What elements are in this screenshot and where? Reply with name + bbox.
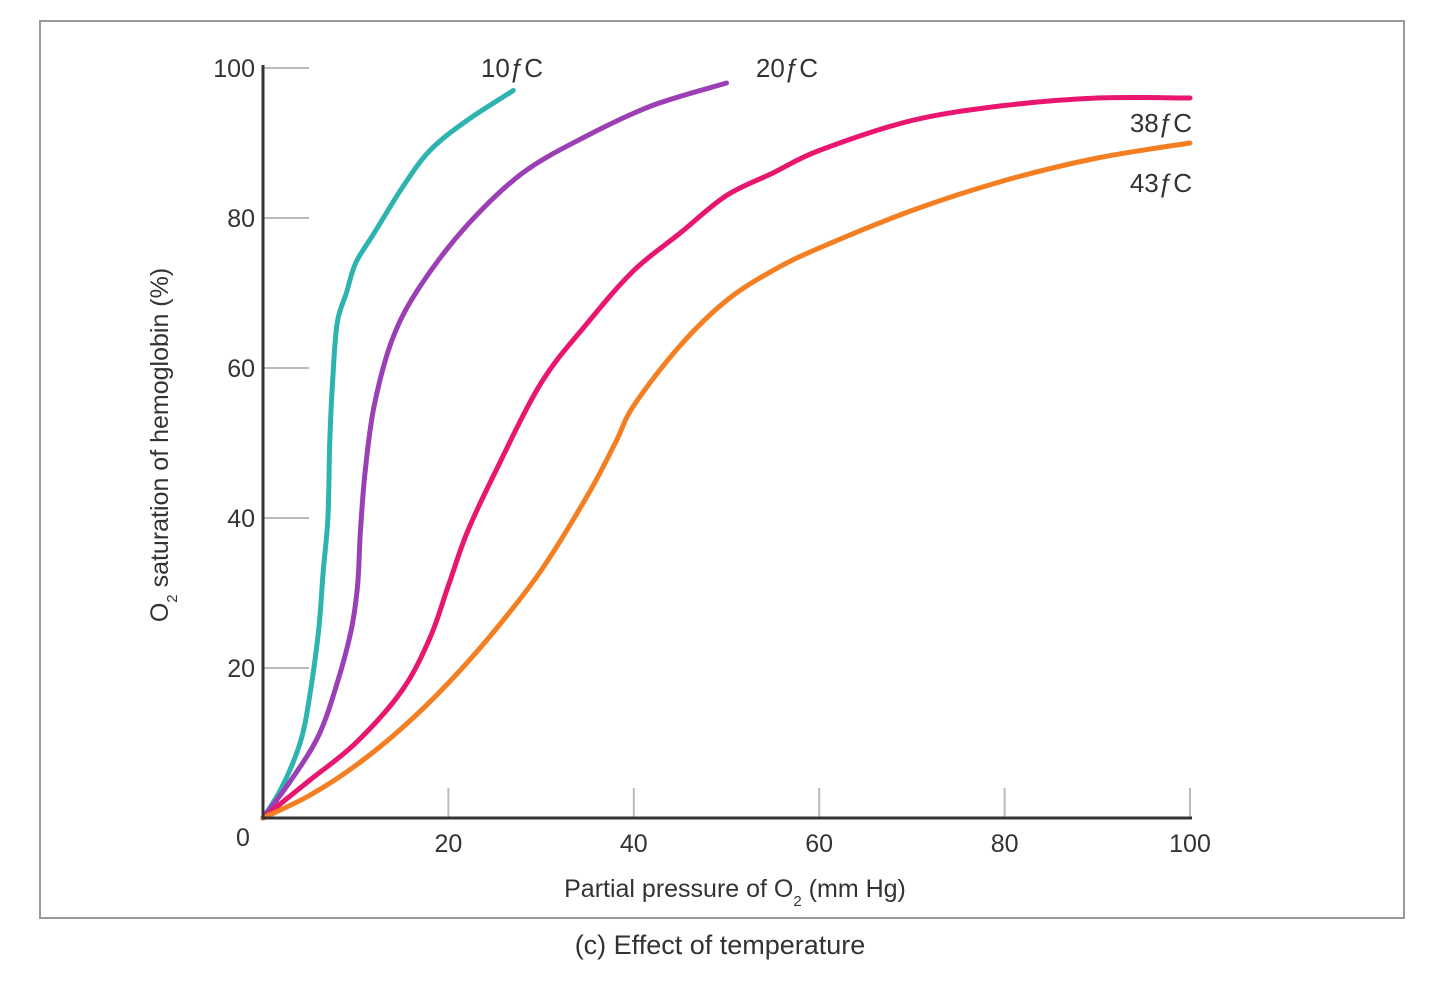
figure-caption: (c) Effect of temperature <box>574 930 866 960</box>
y-axis-title: O2 saturation of hemoglobin (%) <box>146 268 181 622</box>
origin-label: 0 <box>236 824 250 852</box>
chart-frame <box>39 20 1405 919</box>
tick-marks <box>263 67 1191 818</box>
y-tick-label: 80 <box>227 205 255 233</box>
curve-labels: 10ƒC 20ƒC 38ƒC 43ƒC <box>481 53 1192 198</box>
curves <box>260 80 1193 821</box>
x-tick-label: 100 <box>1169 830 1211 858</box>
y-tick-label: 60 <box>227 355 255 383</box>
x-axis-title: Partial pressure of O2 (mm Hg) <box>564 875 906 910</box>
y-tick-label: 40 <box>227 505 255 533</box>
curve-4 <box>260 140 1193 821</box>
tick-labels: 20 40 60 80 100 20 40 60 80 100 0 <box>213 55 1211 858</box>
x-tick-label: 20 <box>434 830 462 858</box>
curve-label-2: 20ƒC <box>756 53 818 83</box>
curve-label-4: 43ƒC <box>1130 168 1192 198</box>
curve-2 <box>260 80 729 821</box>
x-tick-label: 60 <box>805 830 833 858</box>
y-tick-label: 100 <box>213 55 255 83</box>
x-tick-label: 80 <box>991 830 1019 858</box>
curve-1 <box>260 88 516 821</box>
x-tick-label: 40 <box>620 830 648 858</box>
curve-label-3: 38ƒC <box>1130 108 1192 138</box>
curve-3 <box>260 94 1193 821</box>
curve-label-1: 10ƒC <box>481 53 543 83</box>
y-tick-label: 20 <box>227 655 255 683</box>
